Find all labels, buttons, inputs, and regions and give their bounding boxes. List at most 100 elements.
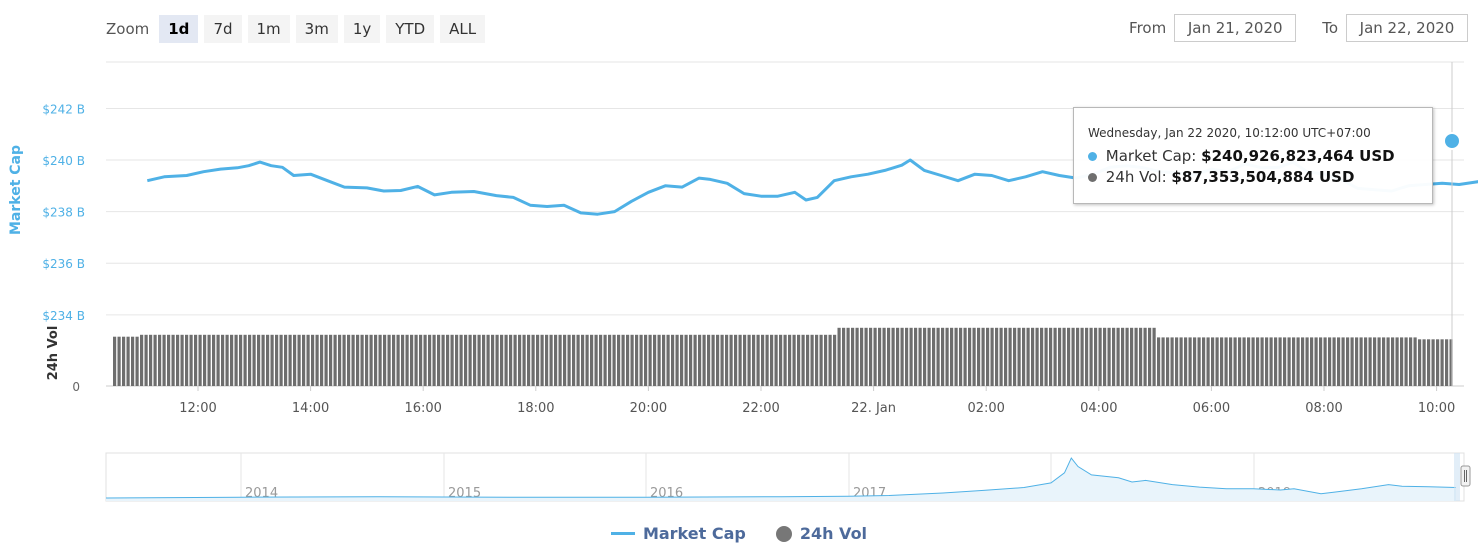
volume-bar [882, 327, 886, 386]
volume-bar [288, 334, 292, 386]
volume-bar [608, 334, 612, 386]
volume-bar [1323, 337, 1327, 386]
volume-bar [1251, 337, 1255, 386]
volume-bar [198, 334, 202, 386]
zoom-ytd-button[interactable]: YTD [386, 15, 435, 43]
volume-bar [351, 334, 355, 386]
zoom-1y-button[interactable]: 1y [343, 15, 381, 43]
volume-bar [1080, 327, 1084, 386]
volume-bar [770, 334, 774, 386]
volume-bar [995, 327, 999, 386]
volume-axis-title: 24h Vol [46, 326, 61, 381]
volume-bar [612, 334, 616, 386]
volume-bar [855, 327, 859, 386]
volume-bar [320, 334, 324, 386]
volume-bar [990, 327, 994, 386]
volume-bar [941, 327, 945, 386]
volume-bar [986, 327, 990, 386]
volume-bar [297, 334, 301, 386]
volume-bar [513, 334, 517, 386]
volume-bar [572, 334, 576, 386]
volume-bar [554, 334, 558, 386]
zoom-7d-button[interactable]: 7d [204, 15, 242, 43]
volume-bar [977, 327, 981, 386]
volume-bar [1004, 327, 1008, 386]
volume-bar [765, 334, 769, 386]
volume-bar [1269, 337, 1273, 386]
navigator-handle-icon[interactable] [1460, 465, 1471, 487]
volume-bar [954, 327, 958, 386]
volume-bar [869, 327, 873, 386]
zoom-1m-button[interactable]: 1m [247, 15, 290, 43]
volume-bar [693, 334, 697, 386]
legend-market-cap[interactable]: Market Cap [610, 524, 746, 543]
volume-bar [527, 334, 531, 386]
volume-bar [783, 334, 787, 386]
volume-bar [779, 334, 783, 386]
volume-bar [540, 334, 544, 386]
circle-icon [775, 525, 792, 542]
volume-bar [887, 327, 891, 386]
volume-bar [684, 334, 688, 386]
volume-bar [626, 334, 630, 386]
legend-market-cap-label: Market Cap [642, 524, 746, 543]
zoom-all-button[interactable]: ALL [440, 15, 486, 43]
volume-bar [558, 334, 562, 386]
volume-bar [162, 334, 166, 386]
volume-bar [1337, 337, 1341, 386]
x-tick-label: 18:00 [517, 401, 554, 416]
volume-bar [149, 334, 153, 386]
volume-bar [369, 334, 373, 386]
volume-bar [536, 334, 540, 386]
volume-bar [1373, 337, 1377, 386]
zoom-3m-button[interactable]: 3m [295, 15, 338, 43]
volume-bar [1139, 327, 1143, 386]
volume-bar [968, 327, 972, 386]
volume-bar [293, 334, 297, 386]
volume-bar [837, 327, 841, 386]
zoom-label: Zoom [106, 20, 150, 38]
volume-bar [662, 334, 666, 386]
to-label: To [1322, 19, 1338, 37]
chart-tooltip: Wednesday, Jan 22 2020, 10:12:00 UTC+07:… [1073, 107, 1433, 204]
to-date-input[interactable] [1346, 14, 1468, 42]
navigator-area [106, 458, 1456, 501]
x-tick-label: 12:00 [179, 401, 216, 416]
volume-bar [1022, 327, 1026, 386]
tooltip-volume-value: $87,353,504,884 USD [1171, 168, 1355, 186]
y-axis-title: Market Cap [8, 145, 24, 235]
volume-bar [306, 334, 310, 386]
volume-bar [203, 334, 207, 386]
volume-bar [176, 334, 180, 386]
volume-bar [680, 334, 684, 386]
volume-bar [923, 327, 927, 386]
volume-bar [1368, 337, 1372, 386]
volume-bar [603, 334, 607, 386]
x-tick-label: 10:00 [1418, 401, 1455, 416]
volume-bar [806, 334, 810, 386]
volume-bar [594, 334, 598, 386]
volume-bar [392, 334, 396, 386]
volume-bar [1449, 339, 1453, 386]
hover-point [1443, 132, 1461, 150]
volume-bar [441, 334, 445, 386]
legend-volume[interactable]: 24h Vol [775, 524, 867, 543]
volume-bar [1193, 337, 1197, 386]
y-tick-label: $234 B [42, 309, 85, 323]
volume-tick-label: 0 [72, 380, 80, 394]
volume-bar [1031, 327, 1035, 386]
volume-bar [896, 327, 900, 386]
from-date-input[interactable] [1174, 14, 1297, 42]
volume-bar [1265, 337, 1269, 386]
volume-bar [216, 334, 220, 386]
volume-bar [1035, 327, 1039, 386]
volume-bar [1049, 327, 1053, 386]
volume-bar [378, 334, 382, 386]
volume-bar [1233, 337, 1237, 386]
volume-bar [1094, 327, 1098, 386]
volume-bar [257, 334, 261, 386]
volume-bar [959, 327, 963, 386]
line-icon [610, 532, 635, 535]
zoom-1d-button[interactable]: 1d [159, 15, 199, 43]
